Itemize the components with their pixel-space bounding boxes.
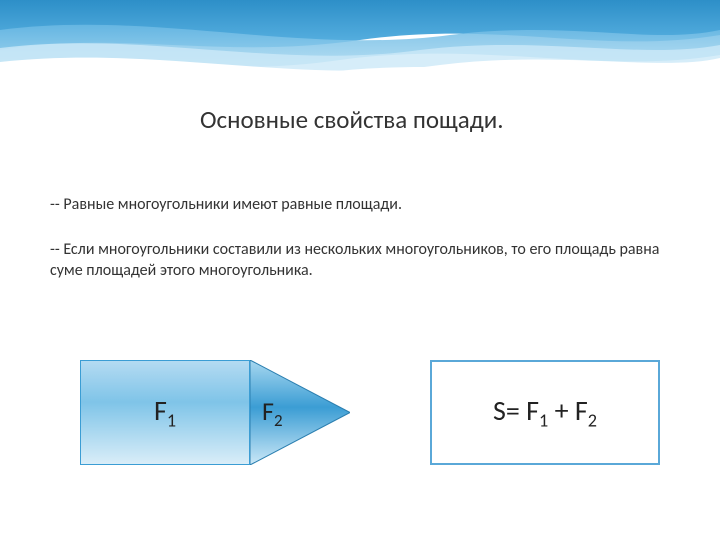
formula-box: S= F1 + F2 bbox=[430, 360, 660, 465]
triangle-label: F2 bbox=[262, 395, 283, 431]
bullet-point-1: -- Равные многоугольники имеют равные пл… bbox=[50, 195, 670, 214]
bullet-point-2: -- Если многоугольники составили из неск… bbox=[50, 240, 670, 282]
polygon-rect-f1: F1 bbox=[80, 360, 250, 465]
polygon-triangle-f2: F2 bbox=[250, 360, 350, 465]
rect-label: F1 bbox=[154, 393, 176, 432]
shapes-container: F1 F2 S= F1 + F2 bbox=[0, 360, 720, 500]
header-wave-decoration bbox=[0, 0, 720, 100]
slide-title: Основные свойства пощади. bbox=[200, 105, 504, 135]
wave-svg bbox=[0, 0, 720, 100]
formula-text: S= F1 + F2 bbox=[493, 393, 597, 432]
